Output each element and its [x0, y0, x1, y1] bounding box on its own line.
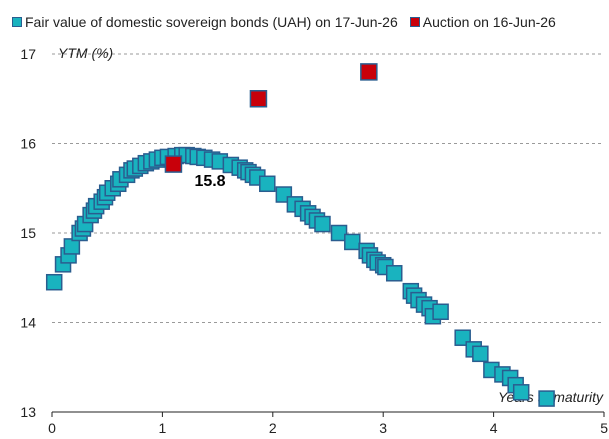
- grid-lines: [52, 53, 604, 323]
- legend-swatch-fair-value: [12, 17, 22, 27]
- data-point-fair-value: [538, 390, 555, 407]
- legend-item-fair-value: Fair value of domestic sovereign bonds (…: [12, 14, 398, 30]
- annotations: 15.8: [194, 173, 225, 190]
- y-tick-label: 17: [20, 46, 36, 62]
- series-auction: [164, 63, 378, 173]
- legend-swatch-auction: [409, 17, 420, 27]
- series-fair-value: [45, 146, 555, 407]
- x-tick-label: 5: [600, 420, 608, 436]
- data-point-auction: [360, 63, 378, 81]
- data-point-fair-value: [45, 273, 63, 291]
- data-point-fair-value: [472, 345, 489, 363]
- data-label: 15.8: [194, 173, 225, 190]
- x-tick-label: 0: [48, 420, 56, 436]
- data-point-fair-value: [432, 303, 449, 321]
- data-point-fair-value: [512, 384, 530, 401]
- legend-label-fair-value: Fair value of domestic sovereign bonds (…: [25, 14, 398, 30]
- data-point-fair-value: [344, 233, 361, 251]
- x-tick-label: 3: [379, 420, 387, 436]
- x-tick-label: 1: [159, 420, 167, 436]
- y-tick-label: 13: [20, 404, 36, 420]
- legend: Fair value of domestic sovereign bonds (…: [12, 14, 568, 30]
- legend-item-auction: Auction on 16-Jun-26: [409, 14, 556, 30]
- axes: 13 14 15 16 17 0 1 2 3 4 5: [20, 46, 608, 436]
- data-point-fair-value: [330, 224, 348, 242]
- data-point-fair-value: [385, 265, 403, 282]
- data-point-fair-value: [314, 215, 331, 233]
- y-axis-title: YTM (%): [58, 45, 113, 61]
- x-tick-label: 2: [269, 420, 277, 436]
- data-point-auction: [249, 90, 268, 108]
- y-tick-label: 14: [20, 315, 36, 331]
- y-tick-label: 16: [20, 136, 36, 152]
- legend-label-auction: Auction on 16-Jun-26: [422, 14, 556, 30]
- data-point-auction: [164, 155, 183, 173]
- data-point-fair-value: [259, 175, 276, 193]
- x-tick-label: 4: [490, 420, 498, 436]
- y-tick-label: 15: [20, 225, 36, 241]
